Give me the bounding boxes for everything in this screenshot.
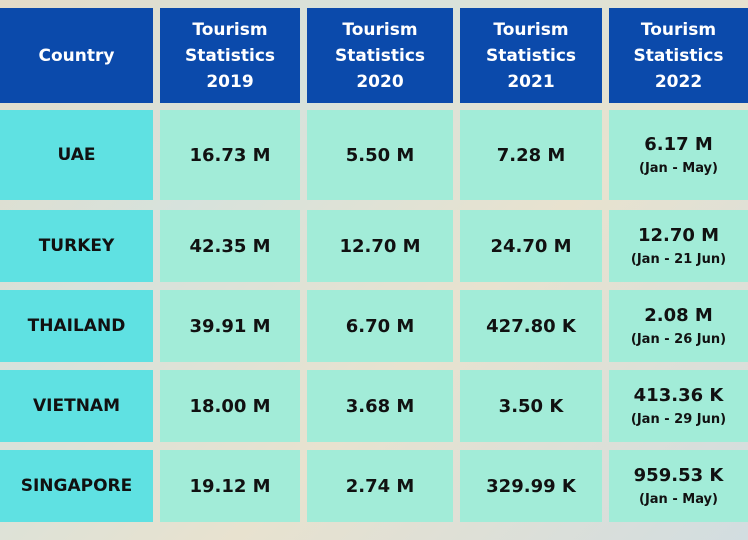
value-cell: 16.73 M [160, 110, 300, 200]
cell-text: Tourism Statistics 2019 [184, 19, 276, 92]
cell-text: 24.70 M [490, 235, 572, 257]
sub: (Jan - May) [639, 161, 718, 176]
cell-text: 12.70 M [339, 235, 421, 257]
cell-text: 427.80 K [486, 315, 576, 337]
cell-text: THAILAND [27, 316, 126, 336]
value-cell: 3.68 M [307, 370, 453, 442]
cell-text: 19.12 M [189, 475, 271, 497]
value-cell: 329.99 K [460, 450, 602, 522]
sub: (Jan - May) [639, 492, 718, 507]
header-cell: Tourism Statistics 2020 [307, 8, 453, 103]
value-cell: 2.08 M (Jan - 26 Jun) [609, 290, 748, 362]
value-cell: 18.00 M [160, 370, 300, 442]
cell-text: Tourism Statistics 2020 [334, 19, 426, 92]
cell-text: SINGAPORE [20, 476, 133, 496]
country-cell: UAE [0, 110, 153, 200]
cell-text: 39.91 M [189, 315, 271, 337]
cell-text: 959.53 K [633, 465, 724, 486]
header-cell: Tourism Statistics 2021 [460, 8, 602, 103]
cell-text: 18.00 M [189, 395, 271, 417]
cell-text: 2.74 M [345, 475, 415, 497]
cell-text: TURKEY [38, 236, 115, 256]
value-cell: 2.74 M [307, 450, 453, 522]
sub: (Jan - 21 Jun) [630, 252, 727, 267]
value-cell: 413.36 K (Jan - 29 Jun) [609, 370, 748, 442]
value-cell: 42.35 M [160, 210, 300, 282]
header-cell: Country [0, 8, 153, 103]
cell-text: 3.68 M [345, 395, 415, 417]
cell-text: 12.70 M [637, 225, 720, 246]
cell-text: 6.17 M [644, 134, 713, 155]
cell-text: 3.50 K [498, 395, 564, 417]
cell-text: UAE [57, 145, 96, 165]
cell-text: 5.50 M [345, 144, 415, 166]
header-cell: Tourism Statistics 2022 [609, 8, 748, 103]
cell-text: 2.08 M [644, 305, 713, 326]
cell-text: 413.36 K [633, 385, 724, 406]
cell-text: Country [38, 45, 115, 66]
cell-text: Tourism Statistics 2021 [485, 19, 577, 92]
country-cell: VIETNAM [0, 370, 153, 442]
country-cell: TURKEY [0, 210, 153, 282]
cell-text: 7.28 M [496, 144, 566, 166]
cell-text: VIETNAM [33, 396, 120, 416]
value-cell: 959.53 K (Jan - May) [609, 450, 748, 522]
country-cell: THAILAND [0, 290, 153, 362]
value-cell: 3.50 K [460, 370, 602, 442]
cell-text: 329.99 K [486, 475, 576, 497]
country-cell: SINGAPORE [0, 450, 153, 522]
value-cell: 12.70 M [307, 210, 453, 282]
value-cell: 39.91 M [160, 290, 300, 362]
cell-text: Tourism Statistics 2022 [633, 19, 724, 92]
value-cell: 6.17 M (Jan - May) [609, 110, 748, 200]
value-cell: 427.80 K [460, 290, 602, 362]
cell-text: 6.70 M [345, 315, 415, 337]
value-cell: 24.70 M [460, 210, 602, 282]
header-cell: Tourism Statistics 2019 [160, 8, 300, 103]
cell-text: 42.35 M [189, 235, 271, 257]
sub: (Jan - 26 Jun) [630, 332, 727, 347]
cell-text: 16.73 M [189, 144, 271, 166]
value-cell: 19.12 M [160, 450, 300, 522]
value-cell: 5.50 M [307, 110, 453, 200]
value-cell: 7.28 M [460, 110, 602, 200]
value-cell: 12.70 M (Jan - 21 Jun) [609, 210, 748, 282]
value-cell: 6.70 M [307, 290, 453, 362]
sub: (Jan - 29 Jun) [630, 412, 727, 427]
